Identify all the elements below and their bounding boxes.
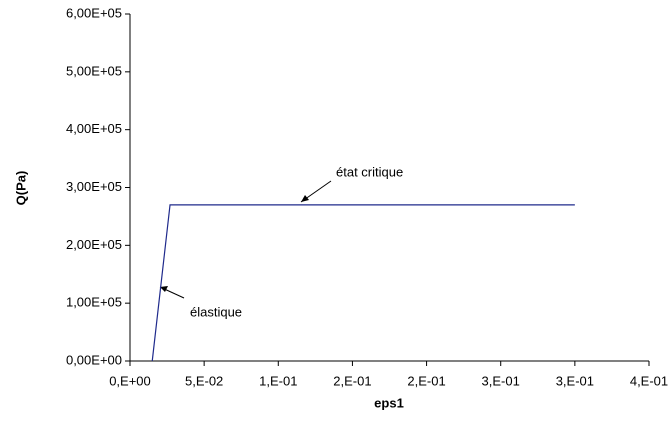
arrow-head bbox=[160, 286, 168, 292]
y-tick-label: 1,00E+05 bbox=[66, 295, 122, 310]
x-tick-label: 1,E-01 bbox=[259, 373, 297, 388]
annotation: état critique bbox=[336, 164, 403, 179]
annotation: élastique bbox=[190, 304, 242, 319]
arrows bbox=[159, 180, 332, 299]
x-tick-label: 0,E+00 bbox=[109, 373, 151, 388]
y-tick-label: 4,00E+05 bbox=[66, 121, 122, 136]
y-tick-label: 3,00E+05 bbox=[66, 179, 122, 194]
y-tick-label: 0,00E+00 bbox=[66, 352, 122, 367]
x-tick-label: 2,E-01 bbox=[333, 373, 371, 388]
arrow-head bbox=[301, 195, 309, 202]
x-tick-label: 4,E-01 bbox=[630, 373, 668, 388]
x-tick-label: 3,E-01 bbox=[556, 373, 594, 388]
x-tick-label: 3,E-01 bbox=[482, 373, 520, 388]
x-tick-label: 5,E-02 bbox=[185, 373, 223, 388]
y-axis-label: Q(Pa) bbox=[13, 171, 28, 206]
line bbox=[151, 204, 575, 362]
y-tick-label: 5,00E+05 bbox=[66, 63, 122, 78]
x-tick-label: 2,E-01 bbox=[407, 373, 445, 388]
x-axis-label: eps1 bbox=[374, 395, 404, 410]
y-tick-label: 2,00E+05 bbox=[66, 237, 122, 252]
y-tick-label: 6,00E+05 bbox=[66, 5, 122, 20]
